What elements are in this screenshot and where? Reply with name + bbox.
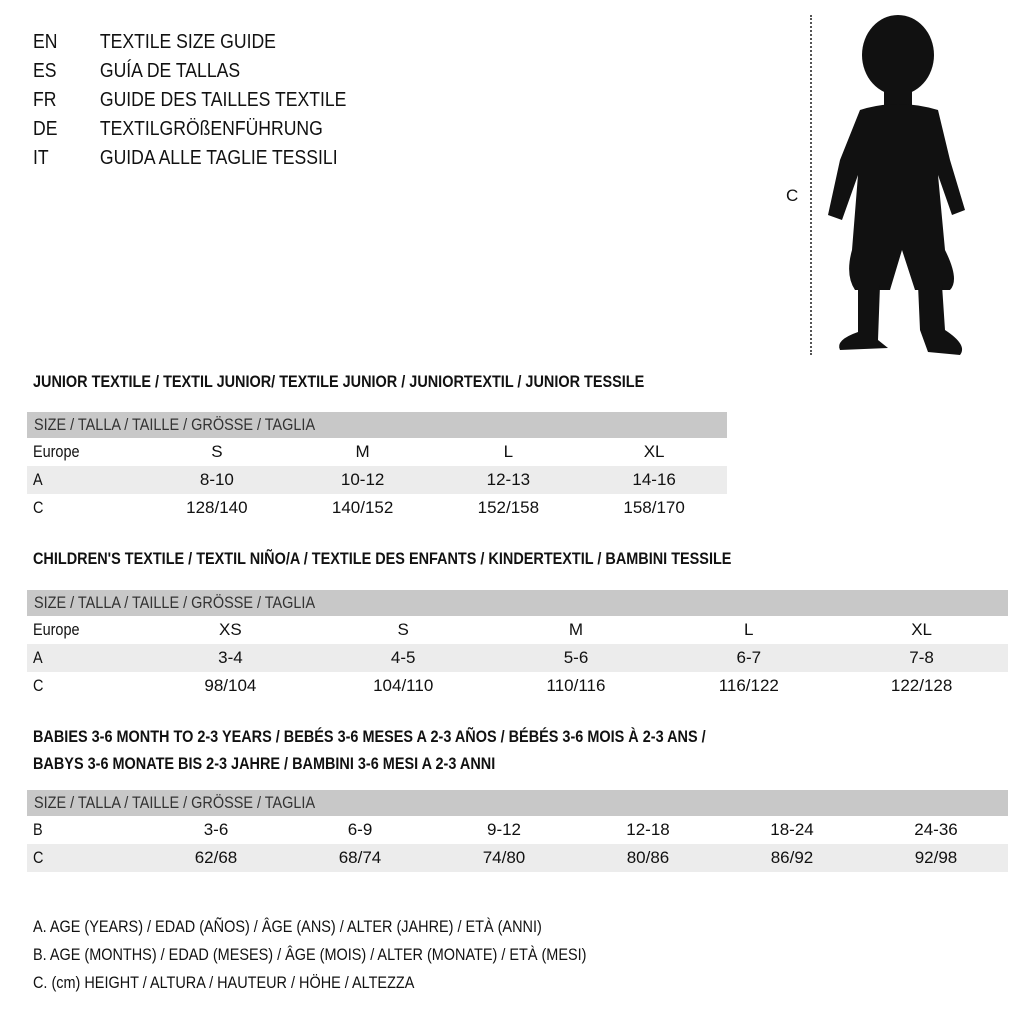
child-silhouette-icon [828,15,965,355]
junior-size-table: SIZE / TALLA / TAILLE / GRÖSSE / TAGLIA … [27,412,727,522]
table-header: SIZE / TALLA / TAILLE / GRÖSSE / TAGLIA [27,412,727,438]
legend-b: B. AGE (MONTHS) / EDAD (MESES) / ÂGE (MO… [33,945,587,964]
lang-line-en: EN TEXTILE SIZE GUIDE [33,31,276,53]
height-measure-line [810,15,812,355]
table-row: C 128/140 140/152 152/158 158/170 [32,498,685,517]
children-size-table: SIZE / TALLA / TAILLE / GRÖSSE / TAGLIA … [27,590,1008,700]
legend-c: C. (cm) HEIGHT / ALTURA / HAUTEUR / HÖHE… [33,973,415,992]
table-row: C 62/68 68/74 74/80 80/86 86/92 92/98 [27,844,1008,872]
babies-size-table: SIZE / TALLA / TAILLE / GRÖSSE / TAGLIA … [27,790,1008,872]
table-row: B 3-6 6-9 9-12 12-18 18-24 24-36 [32,820,958,839]
lang-line-fr: FR GUIDE DES TAILLES TEXTILE [33,89,347,111]
table-row: C 98/104 104/110 110/116 116/122 122/128 [32,676,953,695]
children-section-title: CHILDREN'S TEXTILE / TEXTIL NIÑO/A / TEX… [33,549,732,568]
table-row: A 3-4 4-5 5-6 6-7 7-8 [27,644,1008,672]
lang-line-es: ES GUÍA DE TALLAS [33,60,241,82]
height-label: C [786,186,799,205]
table-row: A 8-10 10-12 12-13 14-16 [27,466,727,494]
table-row: Europe S M L XL [32,442,665,461]
junior-section-title: JUNIOR TEXTILE / TEXTIL JUNIOR/ TEXTILE … [33,372,645,391]
babies-section-title-line2: BABYS 3-6 MONATE BIS 2-3 JAHRE / BAMBINI… [33,754,496,773]
table-header: SIZE / TALLA / TAILLE / GRÖSSE / TAGLIA [27,790,1008,816]
babies-section-title-line1: BABIES 3-6 MONTH TO 2-3 YEARS / BEBÉS 3-… [33,727,706,746]
lang-line-it: IT GUIDA ALLE TAGLIE TESSILI [33,147,338,169]
lang-line-de: DE TEXTILGRÖßENFÜHRUNG [33,118,323,140]
table-row: Europe XS S M L XL [32,620,932,639]
legend-a: A. AGE (YEARS) / EDAD (AÑOS) / ÂGE (ANS)… [33,917,542,936]
table-header: SIZE / TALLA / TAILLE / GRÖSSE / TAGLIA [27,590,1008,616]
